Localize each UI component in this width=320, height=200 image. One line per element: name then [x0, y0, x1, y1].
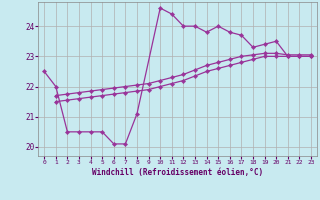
X-axis label: Windchill (Refroidissement éolien,°C): Windchill (Refroidissement éolien,°C) [92, 168, 263, 177]
